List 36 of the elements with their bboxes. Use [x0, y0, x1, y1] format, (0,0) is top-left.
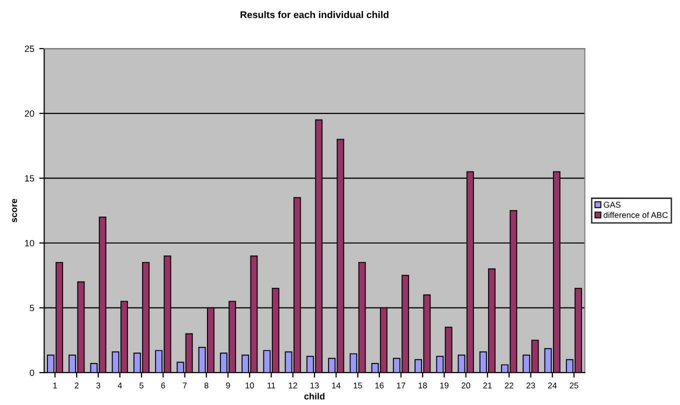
y-tick-label: 5 — [30, 304, 34, 312]
x-axis-title: child — [304, 392, 324, 400]
x-tick-label: 14 — [332, 382, 341, 388]
x-tick-label: 5 — [140, 382, 144, 388]
legend-label: GAS — [604, 202, 621, 208]
x-tick-label: 22 — [504, 382, 514, 388]
x-tick-label: 4 — [118, 382, 122, 388]
x-tick-label: 11 — [268, 382, 276, 388]
x-tick-label: 25 — [570, 382, 578, 388]
x-tick-label: 2 — [74, 382, 79, 388]
x-tick-label: 10 — [246, 382, 254, 388]
y-tick-label: 25 — [24, 46, 34, 52]
x-tick-label: 18 — [418, 382, 427, 388]
x-tick-label: 3 — [96, 382, 100, 388]
y-axis-title: score — [12, 198, 18, 222]
chart-title: Results for each individual child — [240, 11, 388, 18]
x-tick-label: 23 — [526, 382, 536, 388]
x-tick-label: 20 — [462, 382, 470, 388]
x-tick-label: 21 — [483, 382, 492, 388]
x-tick-label: 13 — [310, 382, 319, 388]
legend-label: difference of ABC — [604, 212, 668, 218]
x-tick-label: 17 — [396, 382, 406, 388]
x-tick-label: 12 — [288, 382, 298, 388]
x-tick-label: 15 — [354, 382, 362, 388]
x-tick-label: 7 — [182, 382, 187, 388]
y-tick-label: 10 — [25, 240, 34, 246]
x-tick-label: 24 — [548, 382, 557, 388]
x-tick-label: 1 — [53, 382, 57, 388]
x-tick-label: 19 — [440, 382, 448, 388]
x-tick-label: 9 — [226, 382, 230, 388]
y-tick-label: 0 — [30, 370, 34, 376]
x-tick-label: 6 — [161, 382, 166, 388]
x-tick-label: 16 — [375, 382, 384, 388]
y-tick-label: 15 — [25, 175, 34, 182]
y-tick-label: 20 — [24, 110, 34, 117]
x-tick-label: 8 — [204, 382, 208, 388]
